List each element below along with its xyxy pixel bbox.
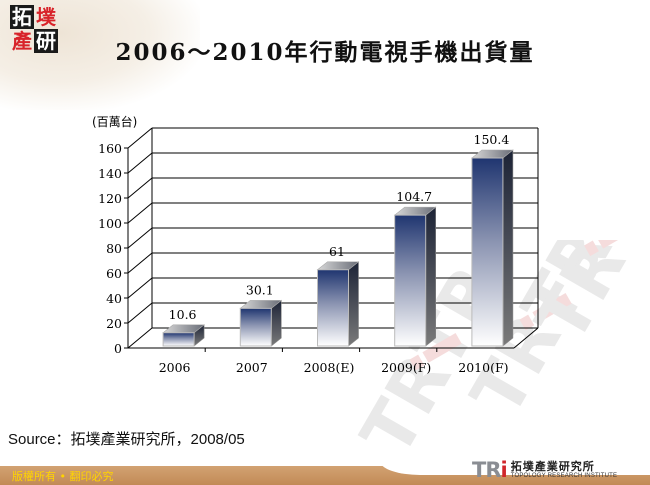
logo-char: 研 — [34, 29, 58, 53]
source-note: Source：拓墣產業研究所，2008/05 — [8, 431, 245, 448]
y-tick-label: 60 — [106, 266, 122, 281]
logo-char: 墣 — [36, 5, 56, 29]
y-tick-label: 160 — [98, 141, 122, 156]
bar — [394, 214, 427, 347]
tri-logo-badge: 拓 墣 產 研 — [10, 5, 58, 53]
brand-name-en: TOPOLOGY RESEARCH INSTITUTE — [510, 473, 618, 479]
bar — [239, 307, 272, 347]
bar — [471, 157, 504, 347]
page-title: 2006～2010年行動電視手機出貨量 — [115, 39, 535, 66]
tri-mark-icon: TRi — [472, 457, 508, 482]
x-tick-label: 2008(E) — [304, 360, 355, 375]
y-tick-label: 40 — [106, 291, 122, 306]
value-label: 61 — [329, 244, 345, 259]
y-tick-label: 0 — [114, 341, 122, 356]
value-label: 10.6 — [169, 307, 197, 322]
brand-name-zh: 拓墣產業研究所 — [510, 460, 595, 473]
footer-logo-backdrop — [380, 455, 650, 475]
logo-char: 產 — [12, 29, 32, 53]
copyright-text: 版權所有 • 翻印必究 — [12, 470, 114, 483]
x-tick-label: 2007 — [236, 360, 268, 375]
x-tick-label: 2006 — [159, 360, 191, 375]
y-tick-label: 140 — [98, 166, 122, 181]
y-tick-label: 80 — [106, 241, 122, 256]
y-tick-label: 100 — [98, 216, 122, 231]
x-tick-label: 2010(F) — [458, 360, 508, 375]
bar — [162, 332, 195, 347]
y-axis-label: (百萬台) — [92, 114, 137, 129]
y-tick-label: 20 — [106, 316, 122, 331]
value-label: 104.7 — [396, 189, 432, 204]
x-tick-label: 2009(F) — [381, 360, 431, 375]
footer-brand-logo: TRi 拓墣產業研究所 TOPOLOGY RESEARCH INSTITUTE — [472, 459, 617, 481]
value-label: 150.4 — [474, 132, 510, 147]
bar — [317, 269, 349, 347]
value-label: 30.1 — [246, 282, 274, 297]
logo-char: 拓 — [10, 5, 34, 29]
y-tick-label: 120 — [98, 191, 122, 206]
